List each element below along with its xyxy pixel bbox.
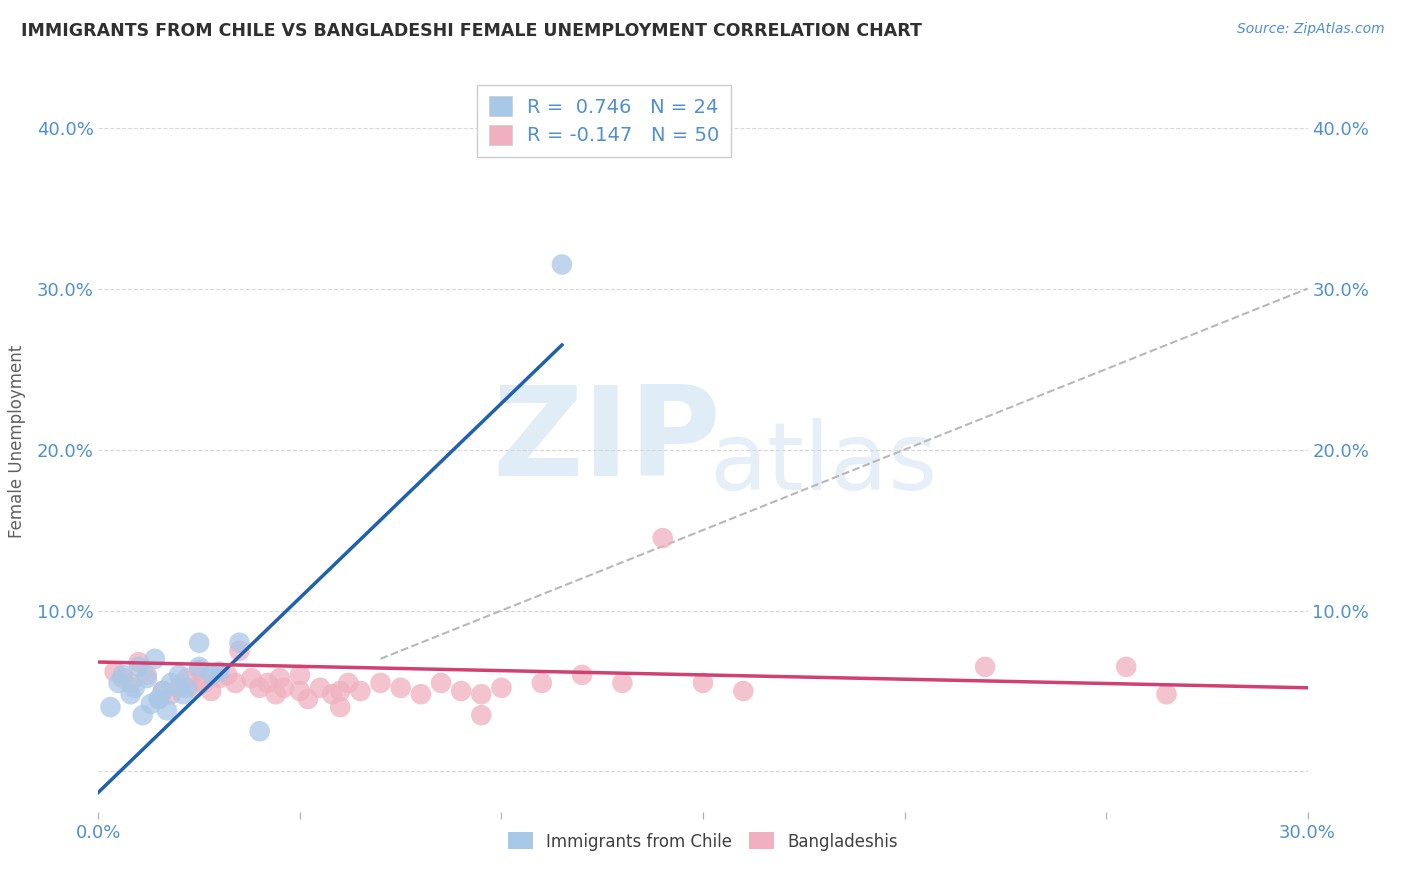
Point bbox=[349, 684, 371, 698]
Point bbox=[288, 668, 311, 682]
Point bbox=[111, 671, 134, 685]
Point bbox=[974, 660, 997, 674]
Point bbox=[337, 676, 360, 690]
Point bbox=[370, 676, 392, 690]
Point bbox=[160, 687, 183, 701]
Point bbox=[148, 692, 170, 706]
Text: ZIP: ZIP bbox=[492, 381, 721, 502]
Point bbox=[273, 681, 295, 695]
Text: Source: ZipAtlas.com: Source: ZipAtlas.com bbox=[1237, 22, 1385, 37]
Point bbox=[184, 681, 207, 695]
Point bbox=[128, 655, 150, 669]
Point bbox=[256, 676, 278, 690]
Point bbox=[249, 724, 271, 739]
Point bbox=[491, 681, 513, 695]
Point bbox=[200, 668, 222, 682]
Point bbox=[124, 681, 146, 695]
Point bbox=[470, 687, 492, 701]
Point bbox=[733, 684, 755, 698]
Point bbox=[1115, 660, 1137, 674]
Point bbox=[470, 708, 492, 723]
Point bbox=[188, 663, 211, 677]
Point bbox=[135, 671, 157, 685]
Point bbox=[389, 681, 412, 695]
Point bbox=[612, 676, 634, 690]
Point bbox=[193, 676, 215, 690]
Point bbox=[160, 676, 183, 690]
Point bbox=[228, 636, 250, 650]
Point bbox=[224, 676, 246, 690]
Point bbox=[1156, 687, 1178, 701]
Point bbox=[228, 644, 250, 658]
Point bbox=[120, 676, 142, 690]
Point bbox=[329, 700, 352, 714]
Point bbox=[651, 531, 673, 545]
Point bbox=[551, 258, 574, 272]
Point bbox=[176, 671, 198, 685]
Point bbox=[100, 700, 122, 714]
Point bbox=[288, 684, 311, 698]
Point bbox=[692, 676, 714, 690]
Point bbox=[530, 676, 553, 690]
Point bbox=[156, 703, 179, 717]
Point bbox=[152, 684, 174, 698]
Point bbox=[103, 665, 125, 679]
Point bbox=[120, 687, 142, 701]
Point bbox=[167, 668, 190, 682]
Point bbox=[321, 687, 343, 701]
Point bbox=[167, 681, 190, 695]
Point bbox=[297, 692, 319, 706]
Point bbox=[240, 671, 263, 685]
Point bbox=[148, 692, 170, 706]
Point bbox=[208, 671, 231, 685]
Point bbox=[329, 684, 352, 698]
Point bbox=[135, 668, 157, 682]
Point bbox=[269, 671, 291, 685]
Point bbox=[571, 668, 593, 682]
Point bbox=[107, 676, 129, 690]
Point bbox=[139, 697, 162, 711]
Point bbox=[152, 684, 174, 698]
Legend: Immigrants from Chile, Bangladeshis: Immigrants from Chile, Bangladeshis bbox=[499, 824, 907, 859]
Point bbox=[264, 687, 287, 701]
Point bbox=[176, 681, 198, 695]
Text: atlas: atlas bbox=[710, 417, 938, 509]
Point bbox=[450, 684, 472, 698]
Point bbox=[200, 684, 222, 698]
Point bbox=[188, 636, 211, 650]
Point bbox=[188, 660, 211, 674]
Point bbox=[409, 687, 432, 701]
Point bbox=[172, 687, 194, 701]
Point bbox=[143, 652, 166, 666]
Point bbox=[430, 676, 453, 690]
Text: IMMIGRANTS FROM CHILE VS BANGLADESHI FEMALE UNEMPLOYMENT CORRELATION CHART: IMMIGRANTS FROM CHILE VS BANGLADESHI FEM… bbox=[21, 22, 922, 40]
Point bbox=[309, 681, 332, 695]
Point bbox=[128, 660, 150, 674]
Point bbox=[132, 708, 155, 723]
Point bbox=[217, 668, 239, 682]
Point bbox=[111, 668, 134, 682]
Point bbox=[208, 665, 231, 679]
Point bbox=[249, 681, 271, 695]
Y-axis label: Female Unemployment: Female Unemployment bbox=[7, 345, 25, 538]
